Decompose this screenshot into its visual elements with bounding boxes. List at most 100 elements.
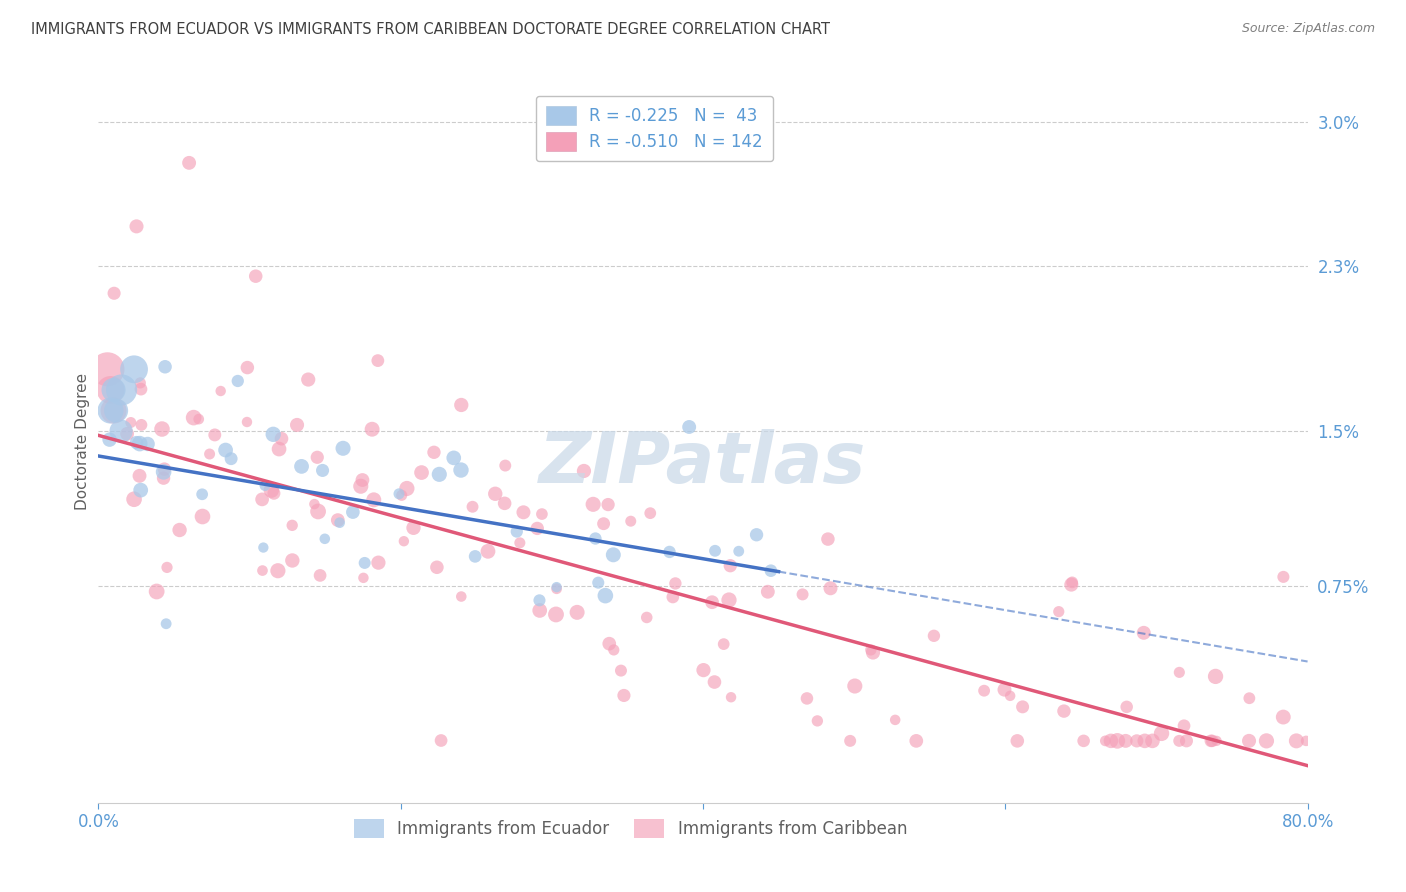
Point: [309, 568, 332, 582]
Point: [973, 683, 995, 698]
Point: [219, 451, 242, 466]
Point: [252, 564, 274, 578]
Legend: Immigrants from Ecuador, Immigrants from Caribbean: Immigrants from Ecuador, Immigrants from…: [347, 813, 914, 845]
Point: [1115, 699, 1137, 714]
Point: [367, 353, 389, 368]
Point: [361, 422, 384, 436]
Point: [105, 403, 128, 417]
Text: Source: ZipAtlas.com: Source: ZipAtlas.com: [1241, 22, 1375, 36]
Text: IMMIGRANTS FROM ECUADOR VS IMMIGRANTS FROM CARIBBEAN DOCTORATE DEGREE CORRELATIO: IMMIGRANTS FROM ECUADOR VS IMMIGRANTS FR…: [31, 22, 830, 37]
Point: [461, 500, 484, 514]
Point: [152, 465, 174, 479]
Point: [236, 360, 259, 375]
Point: [326, 513, 349, 527]
Point: [103, 403, 125, 417]
Point: [592, 516, 614, 531]
Point: [922, 629, 945, 643]
Point: [430, 733, 453, 747]
Point: [1256, 734, 1278, 748]
Point: [704, 543, 727, 558]
Point: [1047, 605, 1070, 619]
Point: [290, 459, 312, 474]
Point: [1132, 625, 1154, 640]
Point: [131, 417, 153, 432]
Point: [1115, 734, 1137, 748]
Point: [122, 492, 145, 507]
Point: [544, 607, 567, 622]
Point: [844, 679, 866, 693]
Point: [270, 432, 292, 446]
Point: [602, 548, 624, 562]
Point: [1126, 734, 1149, 748]
Y-axis label: Doctorate Degree: Doctorate Degree: [75, 373, 90, 510]
Point: [307, 450, 329, 465]
Point: [1133, 734, 1156, 748]
Point: [267, 442, 290, 456]
Point: [153, 462, 176, 476]
Point: [546, 580, 568, 594]
Point: [572, 464, 595, 478]
Point: [905, 734, 928, 748]
Point: [250, 492, 273, 507]
Point: [129, 376, 152, 390]
Point: [179, 156, 201, 170]
Point: [150, 422, 173, 436]
Point: [620, 514, 643, 528]
Point: [595, 589, 617, 603]
Point: [260, 483, 283, 497]
Point: [155, 616, 177, 631]
Point: [353, 556, 375, 570]
Point: [598, 637, 620, 651]
Point: [884, 713, 907, 727]
Point: [1237, 734, 1260, 748]
Point: [100, 383, 122, 397]
Point: [252, 541, 274, 555]
Point: [546, 582, 568, 596]
Point: [526, 521, 548, 535]
Point: [692, 663, 714, 677]
Point: [596, 498, 619, 512]
Point: [297, 372, 319, 386]
Point: [236, 415, 259, 429]
Point: [1205, 669, 1227, 683]
Point: [664, 576, 686, 591]
Point: [214, 443, 236, 458]
Point: [98, 433, 121, 447]
Point: [817, 532, 839, 546]
Point: [395, 482, 418, 496]
Point: [839, 734, 862, 748]
Point: [110, 383, 132, 397]
Point: [494, 458, 516, 473]
Point: [267, 564, 290, 578]
Point: [862, 645, 884, 659]
Point: [156, 560, 179, 574]
Point: [1168, 734, 1191, 748]
Point: [450, 590, 472, 604]
Point: [806, 714, 828, 728]
Point: [263, 486, 285, 500]
Point: [125, 435, 148, 450]
Point: [128, 468, 150, 483]
Point: [1142, 734, 1164, 748]
Point: [281, 553, 304, 567]
Point: [226, 374, 249, 388]
Point: [464, 549, 486, 564]
Point: [1094, 734, 1116, 748]
Point: [342, 505, 364, 519]
Point: [392, 534, 415, 549]
Point: [530, 507, 553, 521]
Point: [529, 603, 551, 617]
Point: [136, 437, 159, 451]
Point: [352, 571, 374, 585]
Point: [191, 509, 214, 524]
Point: [426, 560, 449, 574]
Point: [363, 492, 385, 507]
Point: [110, 424, 132, 438]
Point: [1062, 575, 1084, 590]
Point: [443, 450, 465, 465]
Point: [103, 286, 125, 301]
Point: [1011, 699, 1033, 714]
Point: [198, 447, 221, 461]
Point: [1199, 734, 1222, 748]
Point: [1272, 570, 1295, 584]
